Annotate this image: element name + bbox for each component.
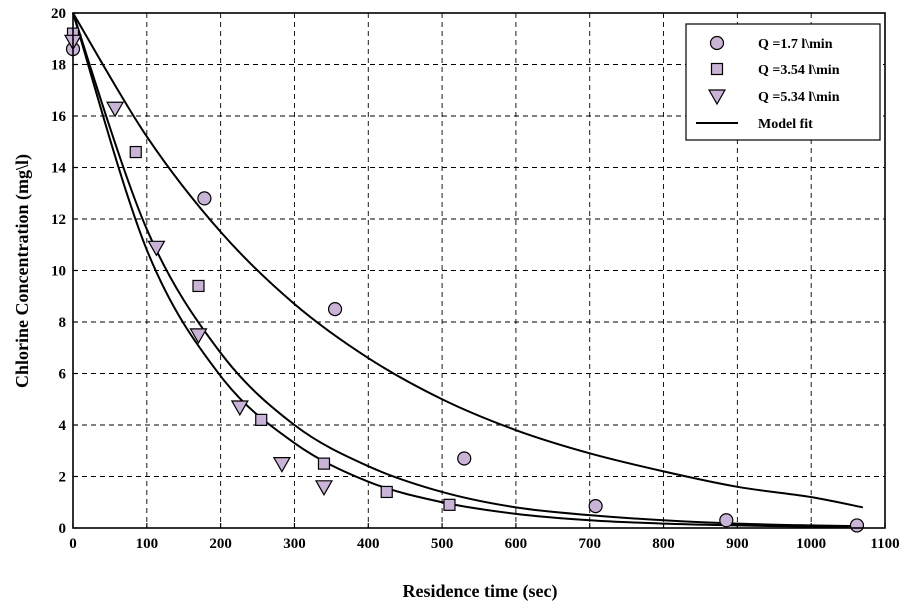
y-tick-label: 16 xyxy=(51,109,67,125)
grid xyxy=(73,13,885,528)
model-fit-line xyxy=(72,12,863,528)
x-tick-label: 700 xyxy=(578,536,601,552)
data-point-series-3 xyxy=(314,480,334,497)
data-point-series-2 xyxy=(129,145,142,159)
data-point-series-1 xyxy=(197,191,212,206)
data-point-series-1 xyxy=(588,499,603,514)
legend-label: Q =1.7 l\min xyxy=(758,37,833,52)
x-tick-label: 1000 xyxy=(796,536,826,552)
y-tick-label: 2 xyxy=(59,470,67,486)
y-tick-label: 18 xyxy=(51,58,66,74)
legend-label: Q =3.54 l\min xyxy=(758,63,840,78)
data-point-series-1 xyxy=(719,513,734,528)
data-point-series-1 xyxy=(849,518,865,533)
y-tick-label: 10 xyxy=(51,264,66,280)
data-point-series-3 xyxy=(230,400,249,417)
data-point-series-2 xyxy=(255,413,268,426)
x-tick-label: 300 xyxy=(283,536,306,552)
x-tick-label: 100 xyxy=(136,536,159,552)
x-tick-label: 1100 xyxy=(870,536,899,552)
data-point-series-2 xyxy=(192,279,205,293)
legend-symbol-triangle-down xyxy=(707,89,727,106)
y-tick-label: 8 xyxy=(59,315,67,331)
data-point-series-3 xyxy=(147,240,166,257)
x-axis-ticks: 0 100 200 300 400 500 600 700 800 900 1000 1100 xyxy=(69,523,900,552)
model-fit-line xyxy=(72,12,864,509)
data-point-series-1 xyxy=(457,451,472,466)
x-tick-label: 900 xyxy=(726,536,749,552)
data-point-series-1 xyxy=(327,302,343,317)
x-axis-label: Residence time (sec) xyxy=(403,581,558,602)
x-tick-label: 600 xyxy=(505,536,528,552)
data-point-series-3 xyxy=(189,328,208,345)
data-point-series-2 xyxy=(443,498,456,511)
legend-label: Q =5.34 l\min xyxy=(758,90,840,105)
legend-symbol-square xyxy=(710,62,724,76)
y-tick-label: 14 xyxy=(51,161,67,177)
data-point-series-2 xyxy=(317,457,331,470)
y-tick-label: 0 xyxy=(59,521,67,537)
x-tick-label: 500 xyxy=(431,536,454,552)
model-fit-lines xyxy=(72,12,864,529)
model-fit-line xyxy=(72,12,863,529)
y-axis-label: Chlorine Concentration (mg\l) xyxy=(12,154,33,388)
legend: Q =1.7 l\min Q =3.54 l\min Q =5.34 l\min Mo… xyxy=(685,23,881,141)
legend-symbol-circle xyxy=(709,35,725,51)
data-point-series-2 xyxy=(380,485,393,499)
x-tick-label: 400 xyxy=(357,536,380,552)
x-tick-label: 800 xyxy=(652,536,675,552)
x-tick-label: 0 xyxy=(69,536,77,552)
y-tick-label: 12 xyxy=(51,212,66,228)
legend-label: Model fit xyxy=(758,117,813,132)
y-tick-label: 6 xyxy=(59,367,67,383)
data-point-series-3 xyxy=(106,101,125,118)
y-tick-label: 4 xyxy=(59,418,67,434)
y-axis-ticks: 0 2 4 6 8 10 12 14 16 18 20 xyxy=(51,6,78,537)
data-point-series-3 xyxy=(272,457,291,473)
y-tick-label: 20 xyxy=(51,6,66,22)
x-tick-label: 200 xyxy=(209,536,232,552)
